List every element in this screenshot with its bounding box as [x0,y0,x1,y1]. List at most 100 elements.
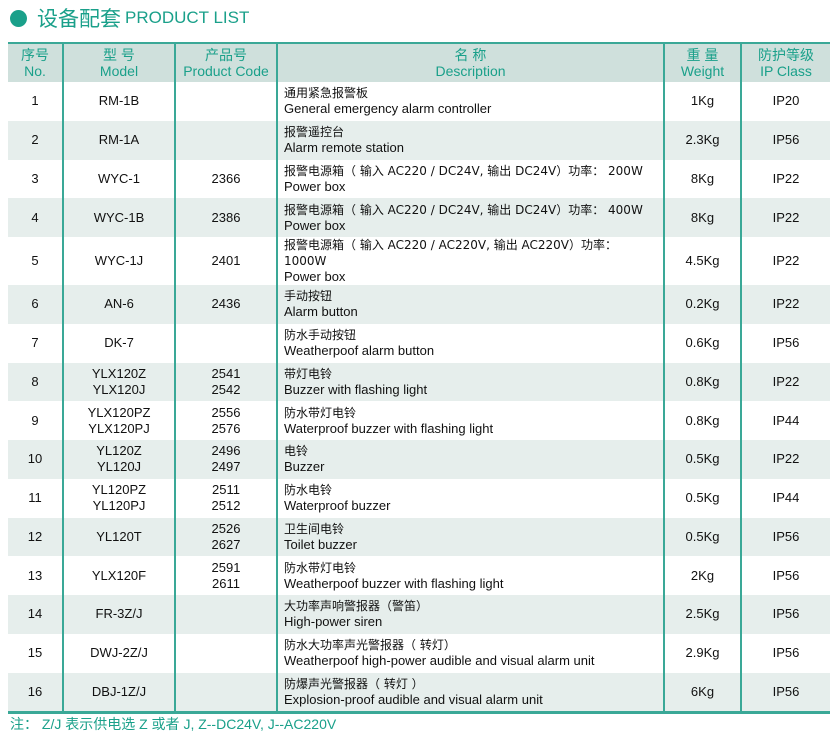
desc-en: Power box [284,217,346,233]
title-en: PRODUCT LIST [125,8,250,27]
desc-en: Buzzer [284,459,325,475]
cell-code: 2386 [174,198,277,237]
cell-description: 防水带灯电铃 Waterproof buzzer with flashing li… [276,401,664,440]
cell-no: 12 [8,517,63,557]
cell-no: 14 [8,595,63,634]
desc-cn: 带灯电铃 [284,366,333,381]
desc-en: Explosion-proof audible and visual alarm… [284,691,543,707]
cell-description: 报警遥控台 Alarm remote station [276,120,664,160]
cell-model: WYC-1J [62,237,175,285]
cell-no: 13 [27,567,43,583]
cell-description: 报警电源箱（ 输入 AC220 / AC220V, 输出 AC220V）功率： … [276,237,664,285]
desc-cn: 电铃 [284,444,309,459]
cell-model: YLX120F [62,556,175,595]
desc-cn: 防水大功率声光警报器（ 转灯） [284,638,456,653]
table-row: 1 RM-1B 通用紧急报警板 General emergency alarm c… [8,82,830,121]
cell-model: FR-3Z/J [62,595,175,634]
cell-weight: 2.5Kg [663,595,741,634]
model-line: WYC-1J [94,253,144,268]
cell-ip: IP56 [740,595,830,634]
model-line: WYC-1B [93,209,145,225]
code-line: 2541 [211,365,241,381]
header-cn: 重 量 [686,47,719,63]
cell-code: 2541 2542 [174,362,277,402]
cell-model: WYC-1 [62,159,175,199]
product-table: 序号 No. 型 号 Model 产品号 Product Code 名 称 Descripti… [8,42,830,715]
desc-en: Weatherpoof high-power audible and visua… [284,653,595,669]
code-line: 2576 [211,420,241,436]
desc-en: High-power siren [284,614,383,630]
cell-weight: 4.5Kg [663,237,741,285]
table-row: 15 DWJ-2Z/J 防水大功率声光警报器（ 转灯） Weatherpoof h… [8,633,830,673]
cell-code: 2496 2497 [174,440,277,479]
code-line: 2611 [212,575,240,591]
header-description: 名 称 Description [276,43,664,82]
cell-description: 防水带灯电铃 Weatherpoof buzzer with flashing l… [276,556,664,595]
desc-cn: 防爆声光警报器（ 转灯 ） [284,676,424,691]
header-en: No. [24,63,46,79]
cell-ip: IP22 [740,440,830,479]
footnote: 注： Z/J 表示供电选 Z 或者 J, Z--DC24V, J--AC220V [10,716,337,732]
cell-code: 2401 [174,237,277,285]
cell-weight: 0.5Kg [663,478,741,518]
desc-cn: 手动按钮 [284,289,333,304]
desc-cn: 报警遥控台 [284,125,345,140]
desc-cn: 防水电铃 [284,483,333,498]
desc-en: Power box [284,178,346,194]
cell-weight: 0.8Kg [663,401,741,440]
model-line: YL120PZ [91,482,147,498]
code-line: 2511 [212,482,240,498]
cell-ip: IP56 [740,672,830,713]
model-line: FR-3Z/J [95,606,143,622]
header-cn: 防护等级 [758,47,814,63]
cell-code [174,633,277,673]
cell-weight: 8Kg [663,159,741,199]
code-line: 2366 [211,170,241,186]
model-line: YL120T [96,528,142,544]
model-line: YLX120PJ [88,420,150,436]
cell-code [174,120,277,160]
cell-ip: IP20 [740,82,830,121]
model-line: YLX120F [91,567,147,583]
desc-cn: 报警电源箱（ 输入 AC220 / AC220V, 输出 AC220V）功率： … [284,238,618,268]
table-row: 8 YLX120Z YLX120J 2541 2542 带灯电铃 Buzzer wit… [8,362,830,402]
code-line: 2627 [211,536,241,552]
cell-no: 7 [31,335,39,351]
desc-en: Waterproof buzzer with flashing light [284,420,494,436]
page-title: 设备配套 PRODUCT LIST [10,4,249,32]
cell-description: 防水手动按钮 Weatherpoof alarm button [276,323,664,363]
cell-model: YLX120PZ YLX120PJ [62,401,175,440]
model-line: YLX120PZ [87,404,151,420]
desc-en: General emergency alarm controller [284,101,492,117]
cell-model: WYC-1B [62,198,175,237]
table-row: 10 YL120Z YL120J 2496 2497 电铃 Buzzer 0.5Kg … [8,440,830,479]
cell-no: 4 [8,198,63,237]
cell-ip: IP56 [740,556,830,595]
cell-no: 11 [28,490,42,506]
table-row: 12 YL120T 2526 2627 卫生间电铃 Toilet buzzer 0.… [8,517,830,557]
model-line: DWJ-2Z/J [90,645,148,661]
model-line: YL120J [96,459,142,475]
model-line: YL120Z [96,443,142,459]
desc-en: Alarm button [284,304,358,320]
title-cn: 设备配套 [37,7,121,31]
cell-ip: IP22 [740,285,830,324]
cell-weight: 0.6Kg [663,323,741,363]
header-en: Weight [680,63,725,79]
cell-ip: IP22 [740,159,830,199]
desc-cn: 防水带灯电铃 [284,405,357,420]
desc-cn: 大功率声响警报器（警笛） [284,599,429,614]
desc-en: Weatherpoof buzzer with flashing light [284,575,504,591]
code-line: 2401 [211,253,241,268]
cell-model: DBJ-1Z/J [62,672,175,713]
header-no: 序号 No. [8,43,63,82]
table-row: 5 WYC-1J 2401 报警电源箱（ 输入 AC220 / AC220V, … [8,237,830,285]
desc-cn: 通用紧急报警板 [284,86,369,101]
header-model: 型 号 Model [62,43,175,82]
table-row: 2 RM-1A 报警遥控台 Alarm remote station 2.3Kg … [8,120,830,160]
cell-weight: 0.8Kg [663,362,741,402]
table-row: 16 DBJ-1Z/J 防爆声光警报器（ 转灯 ） Explosion-proof… [8,672,830,713]
cell-code: 2526 2627 [174,517,277,557]
table-row: 14 FR-3Z/J 大功率声响警报器（警笛） High-power siren … [8,595,830,634]
cell-ip: IP44 [740,401,830,440]
